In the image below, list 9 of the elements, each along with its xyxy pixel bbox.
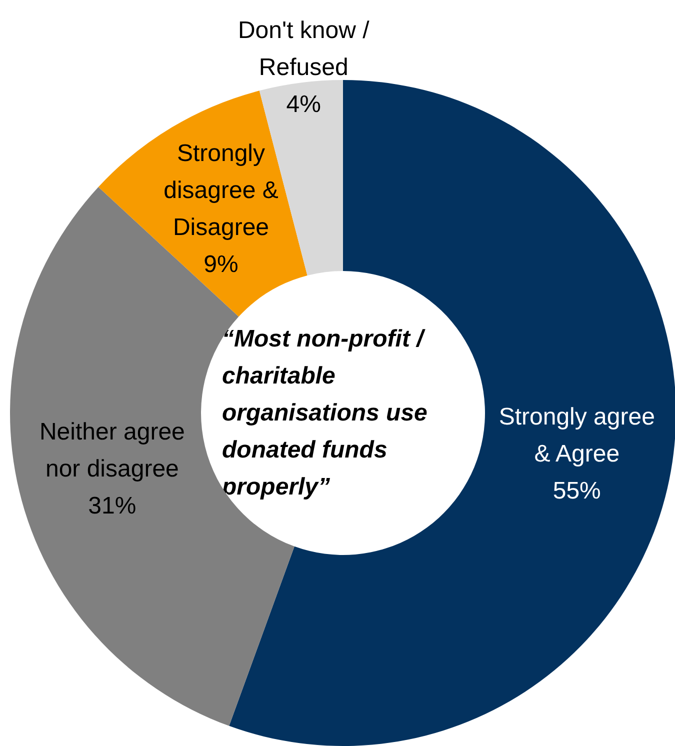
text: “Most non-profit / charitable organisations use donated funds properly” (221, 326, 428, 500)
data-label: 9% (204, 251, 238, 278)
slice-label: Neither agree nor disagree (39, 418, 185, 482)
data-label: 31% (88, 492, 136, 520)
data-label: 4% (286, 91, 321, 118)
slice-label: Strongly disagree & Disagree (164, 140, 278, 242)
slice-label: Strongly agree & Agree (498, 404, 655, 468)
slice-label: Don't know / Refused (238, 17, 370, 81)
data-label: 55% (552, 478, 601, 505)
